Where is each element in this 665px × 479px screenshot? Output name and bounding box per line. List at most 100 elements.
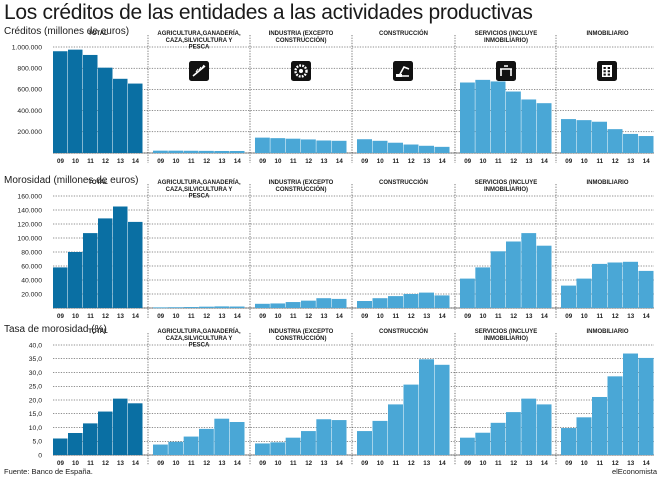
x-tick-label: 09 (565, 313, 572, 320)
panel-title: INMOBILIARIO) (484, 187, 528, 193)
bar (113, 398, 128, 456)
x-tick-label: 10 (72, 460, 79, 467)
x-tick-label: 11 (188, 158, 195, 165)
bar (128, 83, 143, 153)
bar (403, 144, 419, 153)
x-tick-label: 10 (173, 158, 180, 165)
bar (490, 422, 506, 455)
x-tick-label: 14 (439, 460, 446, 467)
x-tick-label: 12 (203, 313, 210, 320)
bar (434, 295, 450, 308)
bar (285, 302, 301, 308)
bar (183, 150, 199, 153)
bar (168, 307, 184, 309)
y-tick-label: 40,0 (29, 342, 42, 349)
panel-title: CONSTRUCCIÓN) (276, 36, 327, 44)
bar (403, 384, 419, 455)
x-tick-label: 14 (234, 313, 241, 320)
x-tick-label: 09 (259, 158, 266, 165)
y-tick-label: 160.000 (17, 193, 42, 200)
bar (285, 437, 301, 455)
bar (623, 133, 638, 153)
source-note: Fuente: Banco de España. (4, 467, 93, 476)
y-tick-label: 600.000 (17, 87, 42, 94)
x-tick-label: 10 (377, 313, 384, 320)
bar (607, 376, 623, 455)
bar (592, 263, 607, 308)
panel-title: INDUSTRIA (EXCEPTO (269, 180, 334, 186)
x-tick-label: 10 (275, 313, 282, 320)
panel-title: CONSTRUCCIÓN (379, 327, 428, 335)
y-tick-label: 40.000 (21, 277, 42, 284)
x-tick-label: 11 (392, 460, 399, 467)
x-tick-label: 14 (132, 313, 139, 320)
x-tick-label: 14 (439, 158, 446, 165)
bar (255, 137, 270, 153)
y-tick-label: 400.000 (17, 108, 42, 115)
bar (357, 301, 372, 308)
bar (270, 138, 286, 153)
bar (53, 438, 68, 455)
bar (475, 432, 491, 455)
bar (561, 119, 576, 153)
bar (316, 419, 332, 455)
bar (199, 306, 214, 308)
bar (168, 150, 184, 153)
gear-icon (291, 61, 311, 81)
x-tick-label: 10 (275, 460, 282, 467)
x-tick-label: 09 (361, 158, 368, 165)
x-tick-label: 09 (464, 313, 471, 320)
bar (331, 140, 347, 153)
bar (592, 396, 607, 455)
bar (576, 278, 592, 308)
panel-title: PESCA (189, 194, 210, 200)
bar (521, 398, 537, 456)
bar (183, 307, 199, 308)
wheat-icon (189, 61, 209, 81)
panel-title: PESCA (189, 45, 210, 51)
x-tick-label: 09 (361, 313, 368, 320)
bar (229, 306, 245, 308)
bar (68, 433, 83, 455)
x-tick-label: 11 (188, 313, 195, 320)
panel-title: CONSTRUCCIÓN (379, 29, 428, 37)
bar (576, 120, 592, 153)
panel-title: CAZA,SILVICULTURA Y (166, 336, 233, 342)
x-tick-label: 12 (203, 158, 210, 165)
bar (357, 139, 372, 153)
panel-title: SERVICIOS (INCLUYE (475, 329, 538, 335)
x-tick-label: 12 (510, 313, 517, 320)
bar (490, 81, 506, 153)
x-tick-label: 09 (464, 158, 471, 165)
bar (83, 423, 98, 456)
x-tick-label: 13 (321, 460, 328, 467)
y-tick-label: 0 (38, 452, 42, 459)
x-tick-label: 14 (336, 313, 343, 320)
panel-title: CONSTRUCCIÓN) (276, 334, 327, 342)
wrench-icon (496, 61, 516, 81)
x-tick-label: 09 (57, 460, 64, 467)
panel-title: TOTAL (88, 180, 108, 186)
x-tick-label: 10 (173, 460, 180, 467)
x-tick-label: 13 (219, 313, 226, 320)
bar (536, 404, 552, 455)
bar (199, 428, 214, 456)
x-tick-label: 09 (157, 158, 164, 165)
x-tick-label: 11 (596, 158, 603, 165)
y-tick-label: 60.000 (21, 263, 42, 270)
bar (506, 91, 521, 153)
panel-title: SERVICIOS (INCLUYE (475, 180, 538, 186)
bar (153, 150, 168, 153)
x-tick-label: 10 (72, 313, 79, 320)
bar (638, 357, 654, 455)
bar (270, 303, 286, 308)
x-tick-label: 14 (234, 158, 241, 165)
x-tick-label: 11 (87, 158, 94, 165)
y-tick-label: 10,0 (29, 425, 42, 432)
panel-title: AGRICULTURA,GANADERÍA, (157, 327, 241, 335)
x-tick-label: 13 (526, 313, 533, 320)
bar (475, 79, 491, 153)
bar (229, 150, 245, 153)
x-tick-label: 12 (408, 158, 415, 165)
x-tick-label: 12 (612, 158, 619, 165)
